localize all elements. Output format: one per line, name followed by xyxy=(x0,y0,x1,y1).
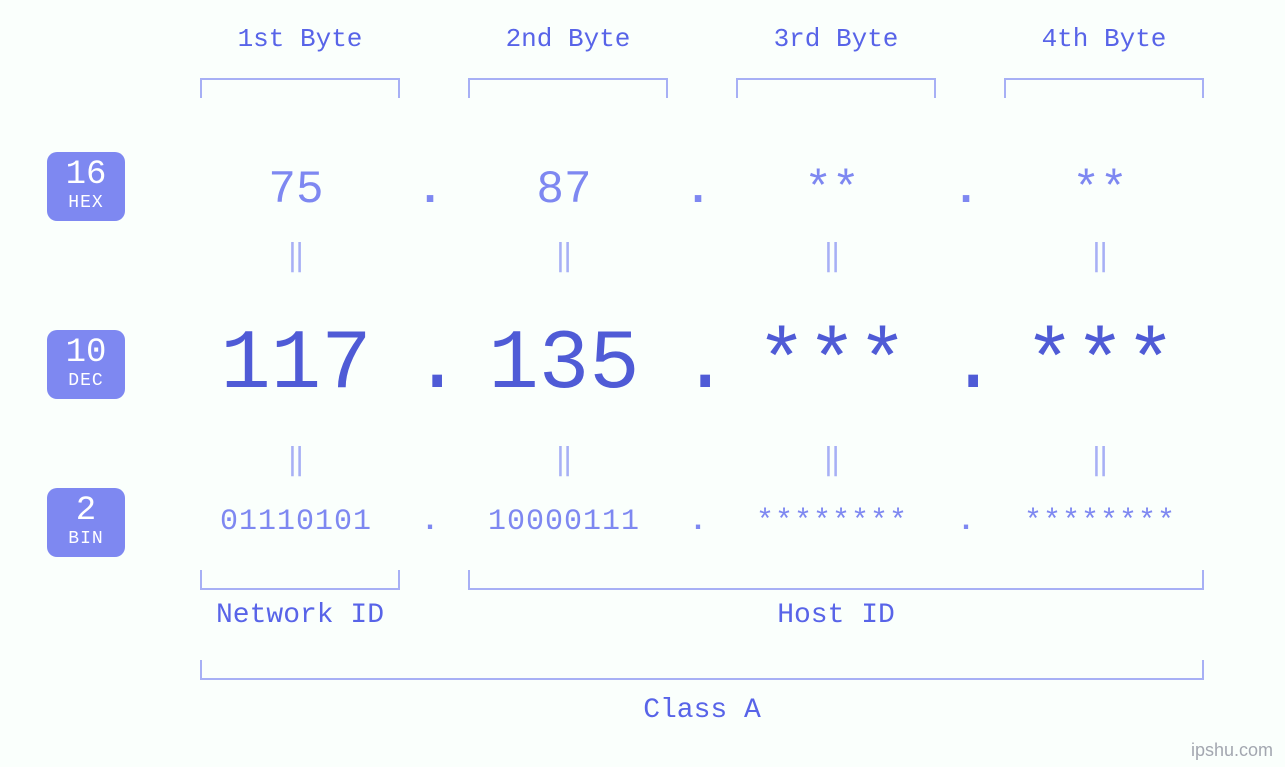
byte-header-1: 1st Byte xyxy=(190,24,410,54)
row-dec: 117 . 135 . *** . *** xyxy=(180,315,1265,415)
bin-byte-2: 10000111 xyxy=(448,505,680,539)
ip-diagram: 1st Byte 2nd Byte 3rd Byte 4th Byte 16 H… xyxy=(0,0,1285,767)
row-bin: 01110101 . 10000111 . ******** . *******… xyxy=(180,492,1265,552)
dot: . xyxy=(412,318,448,413)
base-pill-dec: 10 DEC xyxy=(47,330,125,399)
dec-byte-1: 117 xyxy=(180,318,412,413)
network-id-label: Network ID xyxy=(190,600,410,631)
dot: . xyxy=(948,318,984,413)
eq-icon: ‖ xyxy=(716,442,948,479)
dot: . xyxy=(948,164,984,216)
row-eq-dec-bin: ‖ ‖ ‖ ‖ xyxy=(180,440,1265,480)
hex-byte-3: ** xyxy=(716,164,948,216)
bin-byte-1: 01110101 xyxy=(180,505,412,539)
dot: . xyxy=(680,318,716,413)
eq-icon: ‖ xyxy=(448,238,680,275)
host-id-bracket xyxy=(468,570,1204,590)
base-num-hex: 16 xyxy=(47,158,125,194)
dot: . xyxy=(412,505,448,539)
dec-byte-4: *** xyxy=(984,318,1216,413)
base-pill-hex: 16 HEX xyxy=(47,152,125,221)
eq-icon: ‖ xyxy=(180,442,412,479)
eq-icon: ‖ xyxy=(984,442,1216,479)
eq-icon: ‖ xyxy=(180,238,412,275)
dot: . xyxy=(948,505,984,539)
base-num-bin: 2 xyxy=(47,494,125,530)
byte-bracket-1 xyxy=(200,78,400,98)
eq-icon: ‖ xyxy=(448,442,680,479)
dot: . xyxy=(680,164,716,216)
byte-bracket-4 xyxy=(1004,78,1204,98)
byte-header-3: 3rd Byte xyxy=(726,24,946,54)
watermark: ipshu.com xyxy=(1191,740,1273,761)
bin-byte-3: ******** xyxy=(716,505,948,539)
byte-bracket-2 xyxy=(468,78,668,98)
row-hex: 75 . 87 . ** . ** xyxy=(180,155,1265,225)
base-lbl-bin: BIN xyxy=(47,530,125,549)
host-id-label: Host ID xyxy=(458,600,1214,631)
bin-byte-4: ******** xyxy=(984,505,1216,539)
hex-byte-4: ** xyxy=(984,164,1216,216)
hex-byte-1: 75 xyxy=(180,164,412,216)
byte-header-4: 4th Byte xyxy=(994,24,1214,54)
dec-byte-3: *** xyxy=(716,318,948,413)
base-num-dec: 10 xyxy=(47,336,125,372)
class-bracket xyxy=(200,660,1204,680)
dec-byte-2: 135 xyxy=(448,318,680,413)
row-eq-hex-dec: ‖ ‖ ‖ ‖ xyxy=(180,236,1265,276)
network-id-bracket xyxy=(200,570,400,590)
eq-icon: ‖ xyxy=(984,238,1216,275)
base-pill-bin: 2 BIN xyxy=(47,488,125,557)
base-lbl-dec: DEC xyxy=(47,372,125,391)
eq-icon: ‖ xyxy=(716,238,948,275)
base-lbl-hex: HEX xyxy=(47,194,125,213)
hex-byte-2: 87 xyxy=(448,164,680,216)
dot: . xyxy=(680,505,716,539)
dot: . xyxy=(412,164,448,216)
byte-bracket-3 xyxy=(736,78,936,98)
byte-header-2: 2nd Byte xyxy=(458,24,678,54)
class-label: Class A xyxy=(190,695,1214,726)
